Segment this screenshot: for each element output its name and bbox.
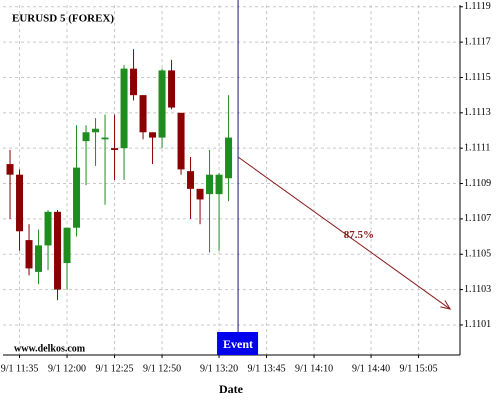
y-tick-label: 1.1117	[464, 36, 491, 47]
y-tick-label: 1.1101	[464, 319, 491, 330]
chart-title: EURUSD 5 (FOREX)	[12, 13, 114, 25]
candle-body	[111, 148, 119, 150]
y-tick-label: 1.1107	[464, 213, 491, 224]
candle-body	[215, 174, 223, 195]
candle-body	[6, 164, 14, 175]
candle-body	[44, 211, 52, 246]
event-box	[217, 332, 259, 355]
candle-body	[225, 137, 233, 179]
x-tick-label: 9/1 12:25	[96, 363, 134, 374]
y-tick-label: 1.1111	[464, 142, 490, 153]
x-tick-label: 9/1 14:40	[352, 363, 390, 374]
y-tick-label: 1.1113	[464, 107, 491, 118]
x-tick-label: 9/1 13:20	[200, 363, 238, 374]
candle-body	[139, 95, 147, 133]
candle-body	[196, 188, 204, 200]
candle-body	[187, 171, 195, 189]
candle-body	[16, 174, 24, 232]
y-tick-label: 1.1105	[464, 249, 491, 260]
candle-body	[149, 132, 157, 138]
candle-body	[63, 227, 71, 264]
x-tick-label: 9/1 15:05	[400, 363, 438, 374]
candle-body	[92, 128, 100, 133]
y-tick-label: 1.1115	[464, 72, 491, 83]
x-tick-label: 9/1 14:10	[295, 363, 333, 374]
candle-body	[130, 68, 138, 96]
candle-body	[158, 70, 166, 138]
x-axis-label: Date	[219, 382, 244, 396]
candle-body	[35, 245, 43, 272]
candle-body	[206, 174, 214, 195]
x-tick-label: 9/1 12:50	[143, 363, 181, 374]
candle-body	[177, 112, 185, 170]
arrow-head	[440, 300, 452, 310]
candle-body	[25, 240, 33, 269]
candle-body	[82, 132, 90, 142]
watermark: www.delkos.com	[14, 343, 86, 354]
candle-body	[168, 70, 176, 108]
x-tick-label: 9/1 12:00	[48, 363, 86, 374]
candle-body	[73, 167, 81, 228]
candle-body	[101, 137, 109, 140]
candle-body	[54, 211, 62, 290]
arrow-line	[237, 156, 451, 310]
event-label: Event	[223, 337, 253, 351]
y-tick-label: 1.1109	[464, 178, 491, 189]
arrow-label: 87.5%	[344, 229, 374, 241]
candle-body	[120, 68, 128, 149]
grid	[3, 5, 460, 355]
y-tick-label: 1.1103	[464, 284, 491, 295]
x-tick-label: 9/1 13:45	[248, 363, 286, 374]
x-tick-label: 9/1 11:35	[1, 363, 39, 374]
y-tick-label: 1.1119	[464, 1, 491, 12]
